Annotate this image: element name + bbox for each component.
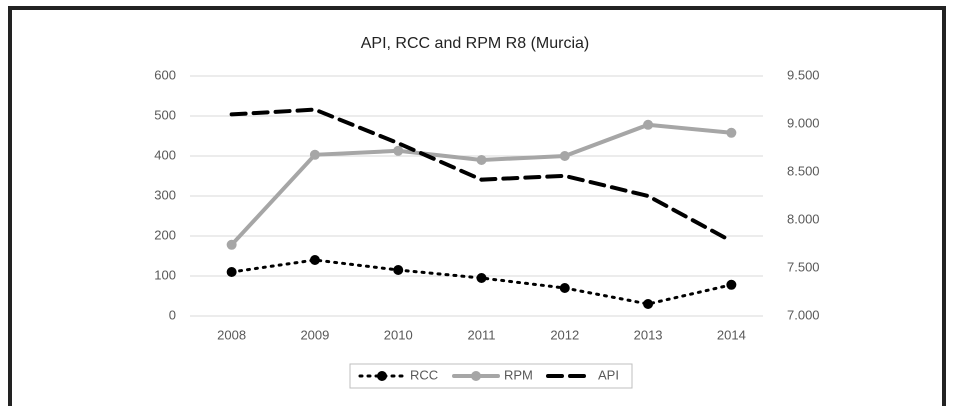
y2-tick-label: 7.000	[787, 307, 820, 322]
y-tick-label: 0	[169, 307, 176, 322]
y2-tick-label: 9.500	[787, 67, 820, 82]
series-line	[229, 107, 734, 244]
point	[559, 151, 570, 161]
point	[226, 239, 237, 250]
x-tick-label: 2009	[300, 327, 329, 342]
x-tick-label: 2014	[717, 327, 746, 342]
x-tick-label: 2010	[384, 327, 413, 342]
y-tick-label: 100	[154, 267, 176, 282]
point	[309, 149, 320, 160]
y2-tick-label: 8.000	[787, 211, 820, 226]
frame	[8, 6, 946, 406]
y2-tick-label: 8.500	[787, 163, 820, 178]
point	[643, 299, 654, 309]
y-tick-label: 500	[154, 107, 176, 122]
point	[226, 267, 237, 277]
y2-tick-label: 7.500	[787, 259, 820, 274]
point	[726, 279, 737, 290]
legend-label: API	[598, 367, 619, 382]
y-tick-label: 400	[154, 147, 176, 162]
legend-label: RPM	[504, 367, 533, 382]
point	[393, 145, 404, 156]
point	[726, 127, 737, 138]
y-tick-label: 300	[154, 187, 176, 202]
legend-box	[349, 363, 633, 389]
series-line	[229, 122, 734, 247]
legend-marker	[377, 371, 387, 381]
x-tick-label: 2011	[468, 327, 496, 342]
point	[393, 265, 404, 275]
point	[559, 283, 570, 293]
point	[476, 155, 487, 165]
point	[309, 255, 320, 265]
x-tick-label: 2012	[550, 327, 579, 342]
x-tick-label: 2008	[217, 327, 246, 342]
legend-marker	[471, 371, 481, 381]
point	[643, 119, 654, 130]
y-tick-label: 600	[154, 67, 176, 82]
chart-title: API, RCC and RPM R8 (Murcia)	[361, 35, 590, 52]
y-tick-label: 200	[154, 227, 176, 242]
point	[476, 273, 487, 283]
y2-tick-label: 9.000	[787, 115, 820, 130]
legend-label: RCC	[410, 367, 438, 382]
x-tick-label: 2013	[634, 327, 663, 342]
